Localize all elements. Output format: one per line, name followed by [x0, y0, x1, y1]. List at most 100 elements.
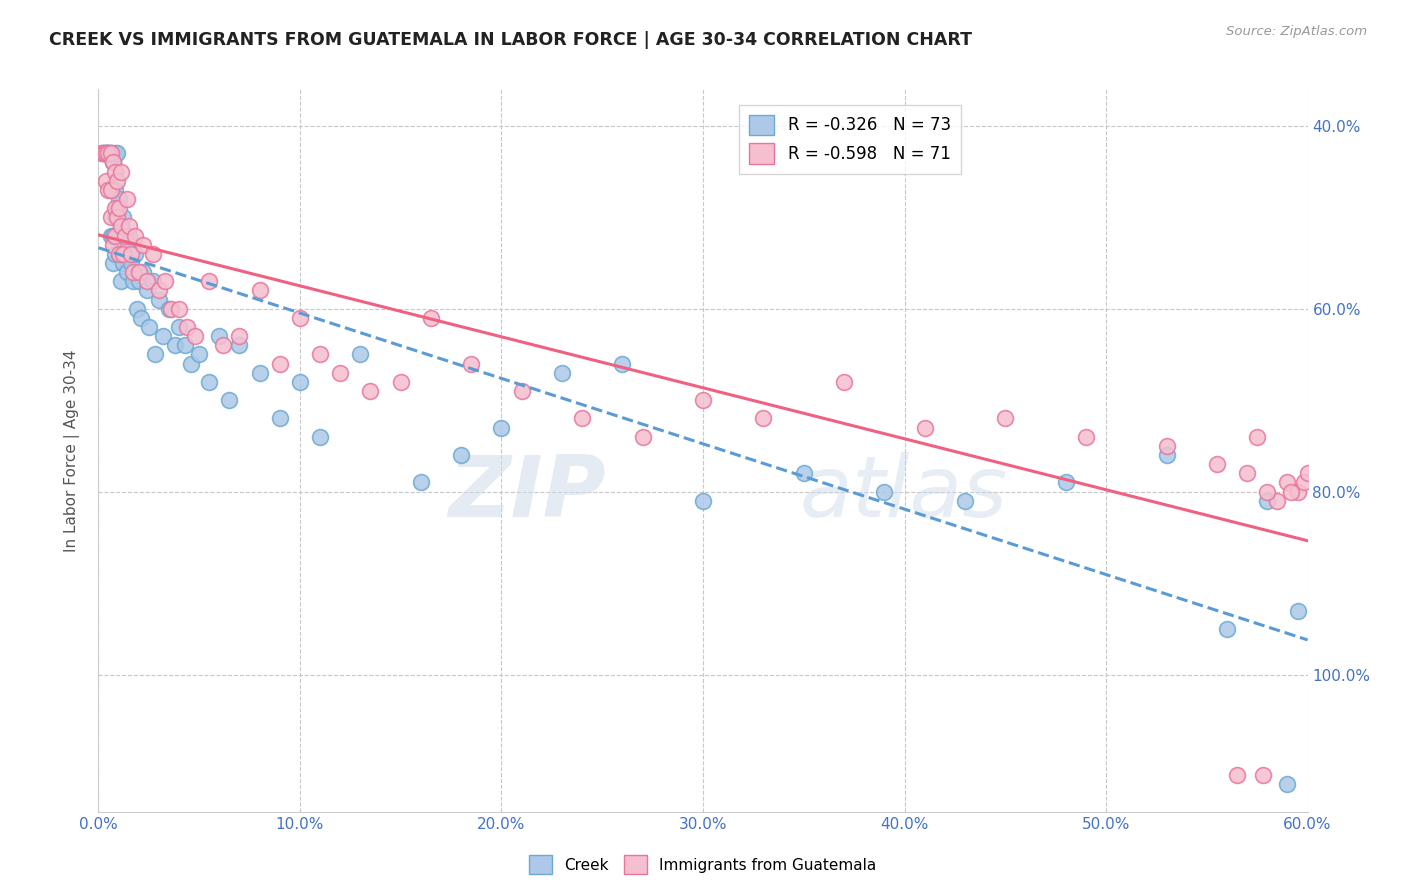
Point [249, 284, 271, 298]
Point [349, 347, 371, 361]
Point [107, 247, 129, 261]
Point [114, 237, 136, 252]
Point [1216, 622, 1239, 636]
Point [1246, 430, 1268, 444]
Point [103, 164, 125, 178]
Point [873, 484, 896, 499]
Point [1156, 439, 1178, 453]
Point [450, 448, 472, 462]
Point [148, 293, 170, 307]
Point [174, 338, 197, 352]
Point [138, 320, 160, 334]
Legend: Creek, Immigrants from Guatemala: Creek, Immigrants from Guatemala [523, 849, 883, 880]
Point [142, 274, 165, 288]
Point [96, 146, 118, 161]
Point [115, 265, 138, 279]
Point [118, 219, 141, 234]
Point [208, 329, 231, 343]
Y-axis label: In Labor Force | Age 30-34: In Labor Force | Age 30-34 [63, 349, 80, 552]
Point [571, 411, 593, 425]
Point [1256, 493, 1278, 508]
Point [107, 201, 129, 215]
Point [692, 493, 714, 508]
Point [124, 247, 146, 261]
Point [105, 201, 128, 215]
Point [148, 284, 170, 298]
Point [97, 183, 120, 197]
Point [1074, 430, 1097, 444]
Point [100, 228, 122, 243]
Point [360, 384, 382, 398]
Point [101, 155, 124, 169]
Point [111, 256, 134, 270]
Point [110, 219, 132, 234]
Point [1281, 484, 1303, 499]
Point [105, 228, 128, 243]
Text: atlas: atlas [800, 452, 1008, 535]
Point [120, 247, 142, 261]
Point [103, 183, 125, 197]
Point [1286, 484, 1309, 499]
Point [107, 192, 129, 206]
Point [101, 228, 124, 243]
Point [135, 284, 157, 298]
Point [110, 219, 132, 234]
Point [100, 146, 122, 161]
Point [160, 301, 183, 316]
Point [1054, 475, 1077, 490]
Point [1296, 467, 1319, 481]
Point [218, 393, 240, 408]
Point [124, 228, 146, 243]
Point [188, 347, 211, 361]
Text: ZIP: ZIP [449, 452, 606, 535]
Point [121, 265, 143, 279]
Point [101, 237, 124, 252]
Point [129, 310, 152, 325]
Text: CREEK VS IMMIGRANTS FROM GUATEMALA IN LABOR FORCE | AGE 30-34 CORRELATION CHART: CREEK VS IMMIGRANTS FROM GUATEMALA IN LA… [49, 31, 972, 49]
Point [832, 375, 855, 389]
Point [460, 357, 482, 371]
Point [212, 338, 235, 352]
Point [994, 411, 1017, 425]
Point [309, 430, 332, 444]
Point [1277, 777, 1299, 791]
Point [100, 146, 122, 161]
Point [1277, 475, 1299, 490]
Point [100, 183, 122, 197]
Point [228, 338, 250, 352]
Point [121, 274, 143, 288]
Point [93, 146, 115, 161]
Point [1236, 467, 1258, 481]
Point [167, 301, 190, 316]
Point [180, 357, 202, 371]
Point [105, 146, 128, 161]
Point [96, 146, 118, 161]
Point [228, 329, 250, 343]
Point [97, 146, 120, 161]
Point [142, 247, 165, 261]
Point [793, 467, 815, 481]
Point [163, 338, 186, 352]
Point [309, 347, 332, 361]
Point [107, 247, 129, 261]
Point [103, 211, 125, 225]
Point [409, 475, 432, 490]
Point [101, 256, 124, 270]
Point [125, 301, 148, 316]
Point [1206, 457, 1229, 471]
Point [153, 274, 176, 288]
Point [100, 211, 122, 225]
Point [491, 420, 513, 434]
Point [103, 228, 125, 243]
Point [329, 366, 352, 380]
Point [288, 375, 311, 389]
Point [97, 146, 120, 161]
Point [103, 201, 125, 215]
Point [1286, 603, 1309, 617]
Text: Source: ZipAtlas.com: Source: ZipAtlas.com [1226, 25, 1367, 38]
Point [120, 256, 142, 270]
Point [198, 274, 221, 288]
Point [1251, 768, 1274, 782]
Point [118, 228, 141, 243]
Point [157, 301, 180, 316]
